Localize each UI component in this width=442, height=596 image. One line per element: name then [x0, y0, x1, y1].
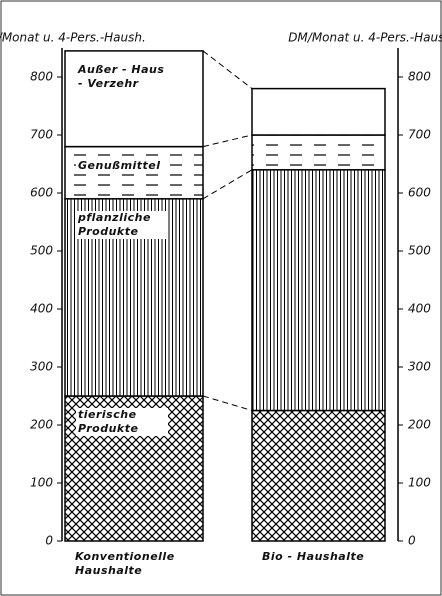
y2-tick-label: 300 [408, 360, 431, 374]
x-tick-label: Bio - Haushalte [262, 550, 365, 563]
y2-tick-label: 400 [408, 302, 431, 316]
y2-tick-label: 600 [408, 186, 431, 200]
bar-segment [64, 145, 204, 200]
connector [202, 169, 253, 200]
segment-label: tierische Produkte [76, 408, 168, 436]
y-tick-label: 500 [30, 244, 53, 258]
connector [202, 395, 253, 411]
y-tick-label: 600 [30, 186, 53, 200]
y-tick-label: 200 [30, 418, 53, 432]
y-tick-label: 700 [30, 128, 53, 142]
y-axis-label: DM/Monat u. 4-Pers.-Haush. [0, 31, 146, 45]
y-tick-label: 400 [30, 302, 53, 316]
bar-segment [251, 169, 386, 412]
bar-segment [251, 87, 386, 136]
y-tick-label: 800 [30, 70, 53, 84]
bar-segment [251, 134, 386, 171]
x-tick-label: Konventionelle Haushalte [75, 550, 175, 577]
y-tick-label: 300 [30, 360, 53, 374]
segment-label: Genußmittel [76, 158, 163, 173]
connector [202, 50, 253, 89]
y2-axis-label: DM/Monat u. 4-Pers.-Haush. [288, 31, 442, 45]
connector [202, 134, 253, 148]
y2-tick-label: 100 [408, 476, 431, 490]
y2-tick-label: 700 [408, 128, 431, 142]
y-tick-label: 100 [30, 476, 53, 490]
y2-tick-label: 0 [408, 534, 416, 548]
bar-segment [251, 409, 386, 542]
y-tick-label: 0 [45, 534, 53, 548]
segment-label: Außer - Haus - Verzehr [76, 62, 168, 91]
y2-tick-label: 500 [408, 244, 431, 258]
y2-tick-label: 800 [408, 70, 431, 84]
y2-tick-label: 200 [408, 418, 431, 432]
segment-label: pflanzliche Produkte [76, 210, 168, 239]
